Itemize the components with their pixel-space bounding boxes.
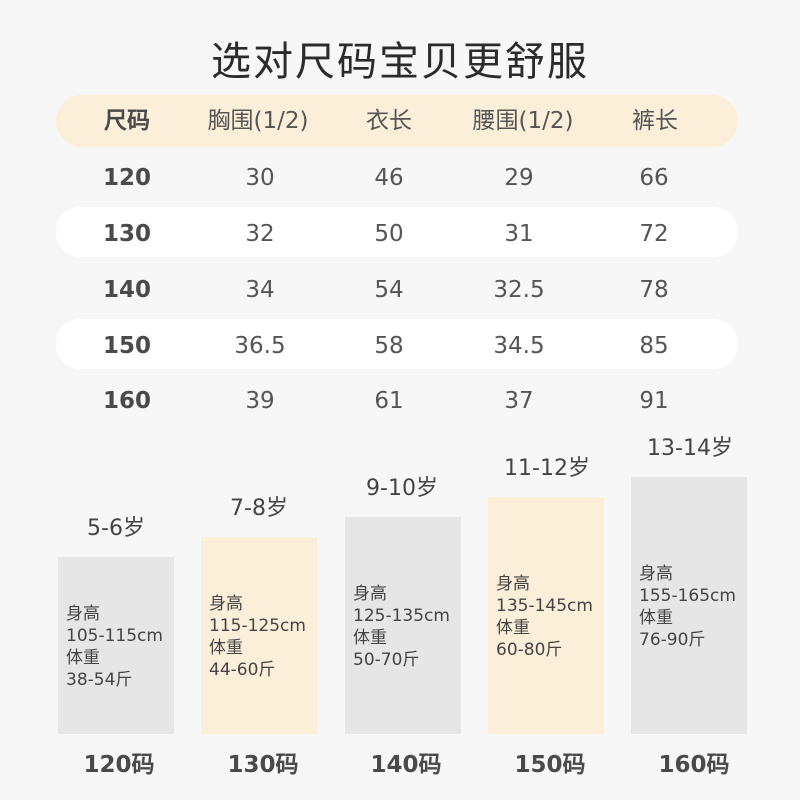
weight-label: 体重 xyxy=(209,638,243,658)
height-label: 身高 xyxy=(353,584,387,604)
row-stripe xyxy=(56,207,738,257)
size-label: 150码 xyxy=(514,752,586,778)
height-label: 身高 xyxy=(66,604,100,624)
size-bar xyxy=(58,557,174,734)
table-cell: 58 xyxy=(374,333,404,359)
table-cell: 61 xyxy=(374,388,404,414)
table-cell: 50 xyxy=(374,221,404,247)
height-label: 身高 xyxy=(639,564,673,584)
age-label: 9-10岁 xyxy=(366,476,438,501)
table-header-bar xyxy=(56,95,738,147)
table-cell: 32.5 xyxy=(493,277,545,303)
table-cell: 36.5 xyxy=(234,333,286,359)
height-value: 105-115cm xyxy=(66,626,163,646)
weight-value: 60-80斤 xyxy=(496,640,563,660)
size-label: 130码 xyxy=(227,752,299,778)
weight-label: 体重 xyxy=(66,648,100,668)
size-bar-text: 身高 125-135cm 体重 50-70斤 xyxy=(353,583,450,671)
table-cell: 72 xyxy=(639,221,669,247)
weight-label: 体重 xyxy=(496,618,530,638)
weight-label: 体重 xyxy=(353,628,387,648)
table-cell: 30 xyxy=(245,165,275,191)
weight-value: 44-60斤 xyxy=(209,660,276,680)
height-label: 身高 xyxy=(209,594,243,614)
size-bar-text: 身高 105-115cm 体重 38-54斤 xyxy=(66,603,163,691)
header-chest: 胸围(1/2) xyxy=(207,108,309,134)
weight-value: 50-70斤 xyxy=(353,650,420,670)
table-cell: 39 xyxy=(245,388,275,414)
height-value: 155-165cm xyxy=(639,586,736,606)
table-cell: 66 xyxy=(639,165,669,191)
size-bar xyxy=(631,477,747,734)
row-stripe xyxy=(56,319,738,369)
table-cell: 32 xyxy=(245,221,275,247)
table-cell-size: 160 xyxy=(102,388,151,414)
size-bar xyxy=(488,497,604,734)
table-cell: 31 xyxy=(504,221,534,247)
size-bar-text: 身高 115-125cm 体重 44-60斤 xyxy=(209,593,306,681)
height-value: 135-145cm xyxy=(496,596,593,616)
size-bar xyxy=(345,517,461,734)
weight-label: 体重 xyxy=(639,608,673,628)
header-waist: 腰围(1/2) xyxy=(472,108,574,134)
table-cell: 91 xyxy=(639,388,669,414)
weight-value: 38-54斤 xyxy=(66,670,133,690)
size-label: 120码 xyxy=(83,752,155,778)
size-bar xyxy=(201,537,317,734)
table-cell: 29 xyxy=(504,165,534,191)
table-cell: 37 xyxy=(504,388,534,414)
age-label: 5-6岁 xyxy=(87,516,145,541)
table-cell-size: 140 xyxy=(102,277,151,303)
table-cell: 54 xyxy=(374,277,404,303)
table-cell-size: 130 xyxy=(102,221,151,247)
table-cell: 46 xyxy=(374,165,404,191)
height-value: 125-135cm xyxy=(353,606,450,626)
table-cell: 78 xyxy=(639,277,669,303)
table-cell-size: 120 xyxy=(102,165,151,191)
size-bar-text: 身高 155-165cm 体重 76-90斤 xyxy=(639,563,736,651)
table-cell-size: 150 xyxy=(102,333,151,359)
size-bar-text: 身高 135-145cm 体重 60-80斤 xyxy=(496,573,593,661)
table-cell: 34 xyxy=(245,277,275,303)
table-cell: 34.5 xyxy=(493,333,545,359)
header-pants-length: 裤长 xyxy=(632,108,678,134)
header-length: 衣长 xyxy=(366,108,412,134)
age-label: 7-8岁 xyxy=(230,496,288,521)
age-label: 11-12岁 xyxy=(504,456,590,481)
page-title: 选对尺码宝贝更舒服 xyxy=(211,39,589,85)
age-label: 13-14岁 xyxy=(647,436,733,461)
size-label: 160码 xyxy=(658,752,730,778)
table-cell: 85 xyxy=(639,333,669,359)
height-value: 115-125cm xyxy=(209,616,306,636)
weight-value: 76-90斤 xyxy=(639,630,706,650)
header-size: 尺码 xyxy=(104,108,150,134)
size-label: 140码 xyxy=(370,752,442,778)
height-label: 身高 xyxy=(496,574,530,594)
